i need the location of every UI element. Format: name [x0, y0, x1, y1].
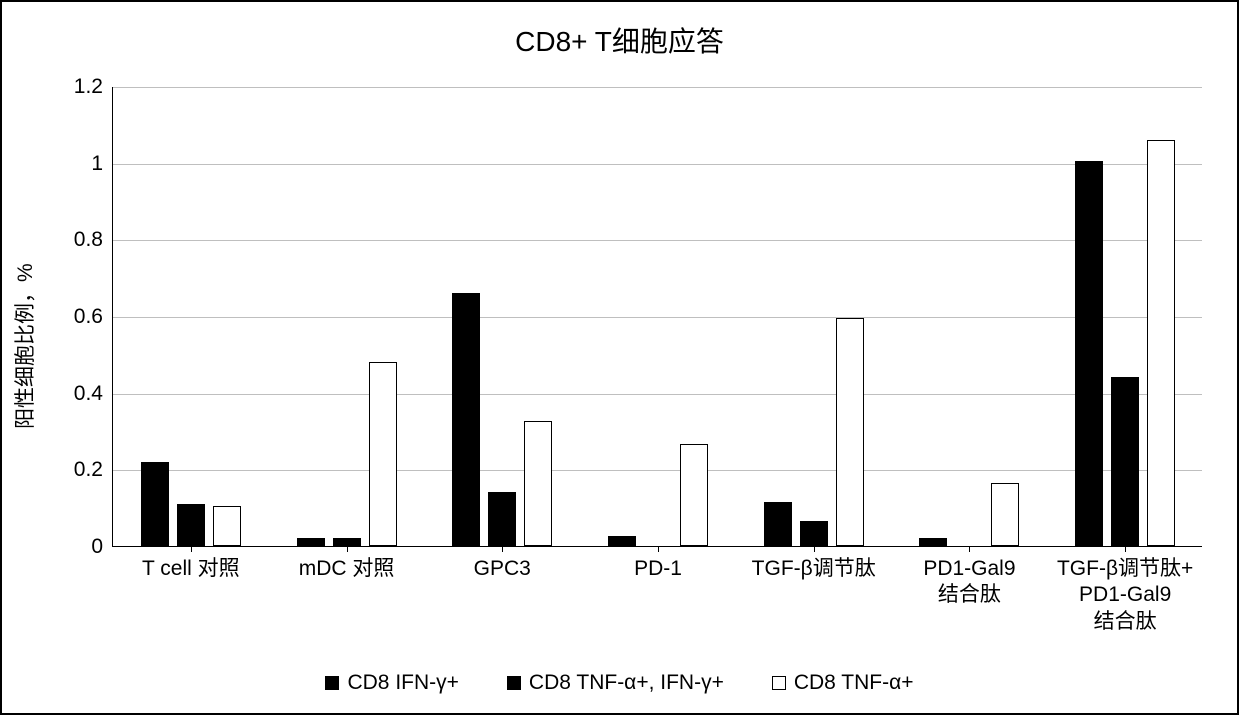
bar — [141, 462, 169, 546]
gridline — [113, 317, 1202, 318]
x-tick-label: mDC 对照 — [269, 546, 425, 582]
y-tick-label: 0 — [91, 535, 113, 559]
x-tick-label: TGF-β调节肽 — [736, 546, 892, 582]
bar — [369, 362, 397, 546]
legend-label: CD8 IFN-γ+ — [347, 671, 458, 695]
bar — [1075, 161, 1103, 546]
y-tick-label: 0.4 — [74, 382, 113, 406]
gridline — [113, 87, 1202, 88]
x-tick-label: GPC3 — [424, 546, 580, 582]
legend-item: CD8 IFN-γ+ — [325, 671, 458, 695]
bar — [836, 318, 864, 546]
gridline — [113, 164, 1202, 165]
x-tick-label: T cell 对照 — [113, 546, 269, 582]
bar — [608, 536, 636, 546]
bar — [452, 293, 480, 546]
gridline — [113, 394, 1202, 395]
bar — [919, 538, 947, 546]
bar — [991, 483, 1019, 546]
legend-label: CD8 TNF-α+, IFN-γ+ — [529, 671, 724, 695]
y-tick-label: 1 — [91, 152, 113, 176]
legend: CD8 IFN-γ+ CD8 TNF-α+, IFN-γ+ CD8 TNF-α+ — [2, 671, 1237, 695]
gridline — [113, 240, 1202, 241]
chart-container: CD8+ T细胞应答 阳性细胞比例，% 00.20.40.60.811.2T c… — [0, 0, 1239, 715]
legend-item: CD8 TNF-α+ — [772, 671, 914, 695]
bar — [1147, 140, 1175, 546]
x-tick-label: PD-1 — [580, 546, 736, 582]
legend-swatch — [507, 676, 521, 690]
bar — [524, 421, 552, 546]
bar — [177, 504, 205, 546]
bar — [800, 521, 828, 546]
bar — [297, 538, 325, 546]
gridline — [113, 470, 1202, 471]
y-tick-label: 0.2 — [74, 458, 113, 482]
legend-swatch — [325, 676, 339, 690]
legend-label: CD8 TNF-α+ — [794, 671, 914, 695]
legend-swatch — [772, 676, 786, 690]
bar — [488, 492, 516, 546]
y-axis-label: 阳性细胞比例，% — [9, 263, 39, 429]
legend-item: CD8 TNF-α+, IFN-γ+ — [507, 671, 724, 695]
y-tick-label: 1.2 — [74, 75, 113, 99]
y-tick-label: 0.6 — [74, 305, 113, 329]
bar — [764, 502, 792, 546]
chart-title: CD8+ T细胞应答 — [2, 2, 1237, 68]
bar — [333, 538, 361, 546]
x-tick-label: PD1-Gal9 结合肽 — [892, 546, 1048, 609]
bar — [1111, 377, 1139, 546]
y-tick-label: 0.8 — [74, 228, 113, 252]
plot-area: 00.20.40.60.811.2T cell 对照mDC 对照GPC3PD-1… — [112, 87, 1202, 547]
bar — [680, 444, 708, 546]
x-tick-label: TGF-β调节肽+ PD1-Gal9 结合肽 — [1047, 546, 1203, 635]
bar — [213, 506, 241, 546]
